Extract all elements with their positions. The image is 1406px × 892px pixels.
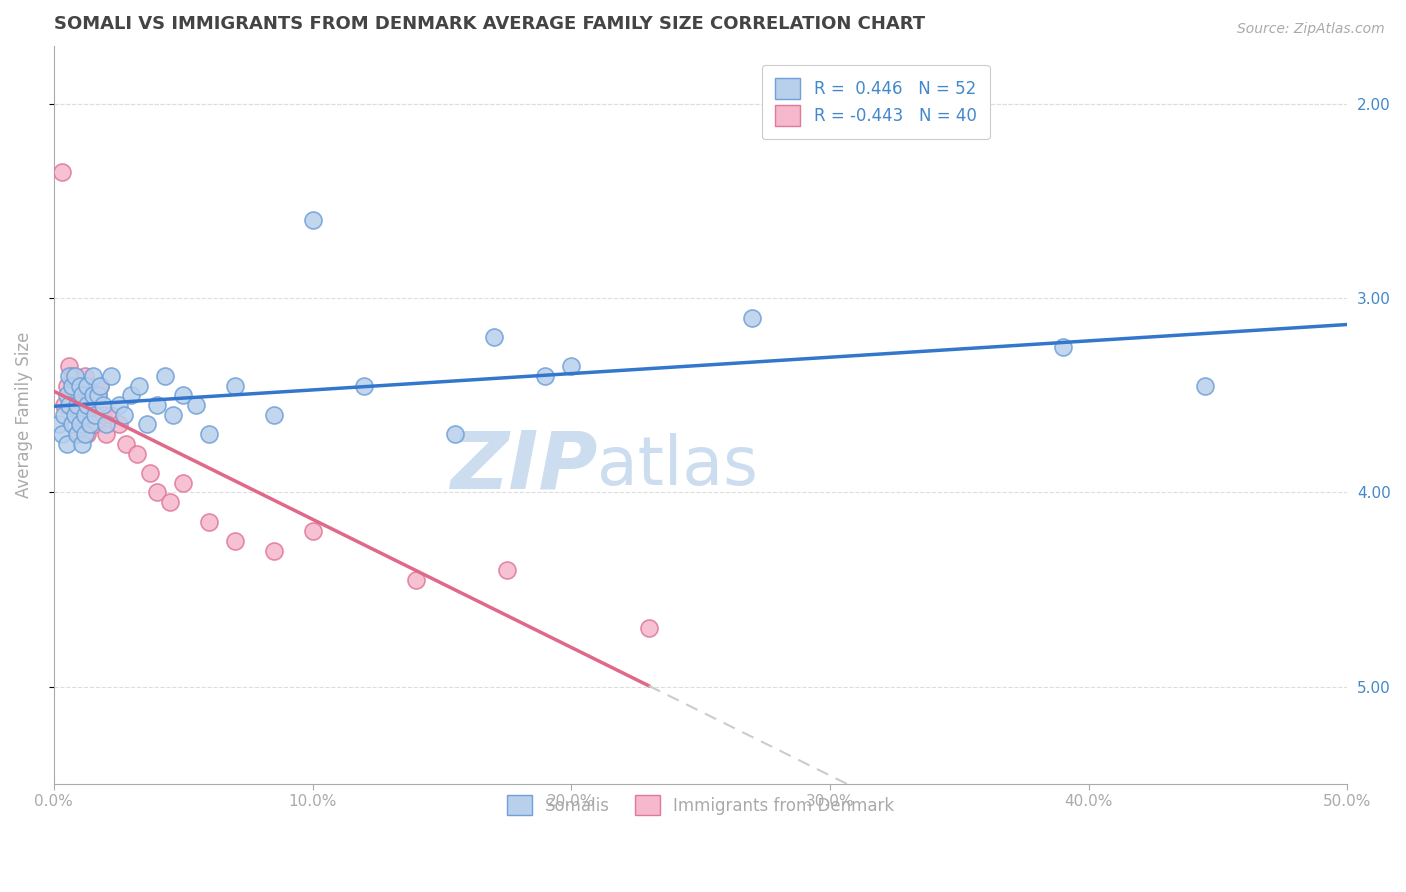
Point: [82, 408, 104, 422]
Point: [224, 533, 246, 548]
Legend: Somalis, Immigrants from Denmark: Somalis, Immigrants from Denmark: [495, 783, 907, 827]
Point: [69, 417, 91, 432]
Point: [128, 378, 150, 392]
Point: [107, 417, 129, 432]
Point: [184, 398, 207, 412]
Point: [94, 427, 117, 442]
Point: [72, 398, 94, 412]
Point: [51, 165, 73, 179]
Point: [51, 427, 73, 442]
Point: [198, 427, 221, 442]
Point: [60, 388, 83, 402]
Point: [172, 388, 194, 402]
Point: [76, 378, 98, 392]
Point: [73, 368, 96, 383]
Point: [263, 408, 285, 422]
Point: [87, 388, 110, 402]
Point: [125, 446, 148, 460]
Point: [224, 378, 246, 392]
Point: [58, 359, 80, 373]
Point: [76, 398, 98, 412]
Point: [146, 398, 169, 412]
Point: [69, 378, 91, 392]
Point: [73, 417, 96, 432]
Point: [138, 466, 160, 480]
Point: [89, 378, 111, 392]
Point: [82, 368, 104, 383]
Point: [741, 310, 763, 325]
Point: [136, 417, 159, 432]
Point: [60, 378, 83, 392]
Point: [84, 408, 107, 422]
Point: [76, 427, 98, 442]
Point: [443, 427, 465, 442]
Point: [66, 427, 89, 442]
Point: [55, 378, 77, 392]
Point: [107, 398, 129, 412]
Point: [72, 388, 94, 402]
Point: [82, 388, 104, 402]
Point: [53, 398, 76, 412]
Point: [91, 398, 114, 412]
Point: [153, 368, 176, 383]
Point: [53, 408, 76, 422]
Point: [638, 621, 661, 635]
Point: [63, 368, 86, 383]
Text: ZIP: ZIP: [450, 427, 598, 506]
Text: atlas: atlas: [598, 434, 758, 500]
Point: [120, 388, 142, 402]
Point: [100, 368, 122, 383]
Point: [66, 427, 89, 442]
Point: [87, 388, 110, 402]
Point: [91, 408, 114, 422]
Point: [58, 398, 80, 412]
Point: [198, 515, 221, 529]
Point: [159, 495, 181, 509]
Point: [1194, 378, 1216, 392]
Point: [73, 408, 96, 422]
Point: [48, 417, 70, 432]
Point: [63, 408, 86, 422]
Point: [60, 368, 83, 383]
Point: [172, 475, 194, 490]
Point: [146, 485, 169, 500]
Point: [79, 388, 101, 402]
Point: [79, 417, 101, 432]
Point: [58, 368, 80, 383]
Point: [66, 398, 89, 412]
Point: [112, 408, 135, 422]
Point: [560, 359, 582, 373]
Point: [55, 388, 77, 402]
Point: [63, 408, 86, 422]
Point: [301, 524, 323, 539]
Point: [115, 437, 138, 451]
Point: [162, 408, 184, 422]
Point: [69, 417, 91, 432]
Point: [72, 388, 94, 402]
Y-axis label: Average Family Size: Average Family Size: [15, 332, 32, 498]
Text: SOMALI VS IMMIGRANTS FROM DENMARK AVERAGE FAMILY SIZE CORRELATION CHART: SOMALI VS IMMIGRANTS FROM DENMARK AVERAG…: [53, 15, 925, 33]
Point: [63, 378, 86, 392]
Point: [534, 368, 557, 383]
Point: [495, 563, 517, 577]
Point: [89, 378, 111, 392]
Point: [301, 213, 323, 227]
Text: Source: ZipAtlas.com: Source: ZipAtlas.com: [1237, 22, 1385, 37]
Point: [482, 330, 505, 344]
Point: [263, 543, 285, 558]
Point: [76, 398, 98, 412]
Point: [73, 427, 96, 442]
Point: [55, 437, 77, 451]
Point: [60, 417, 83, 432]
Point: [66, 398, 89, 412]
Point: [100, 408, 122, 422]
Point: [84, 417, 107, 432]
Point: [353, 378, 375, 392]
Point: [1052, 340, 1074, 354]
Point: [69, 378, 91, 392]
Point: [94, 417, 117, 432]
Point: [405, 573, 427, 587]
Point: [72, 437, 94, 451]
